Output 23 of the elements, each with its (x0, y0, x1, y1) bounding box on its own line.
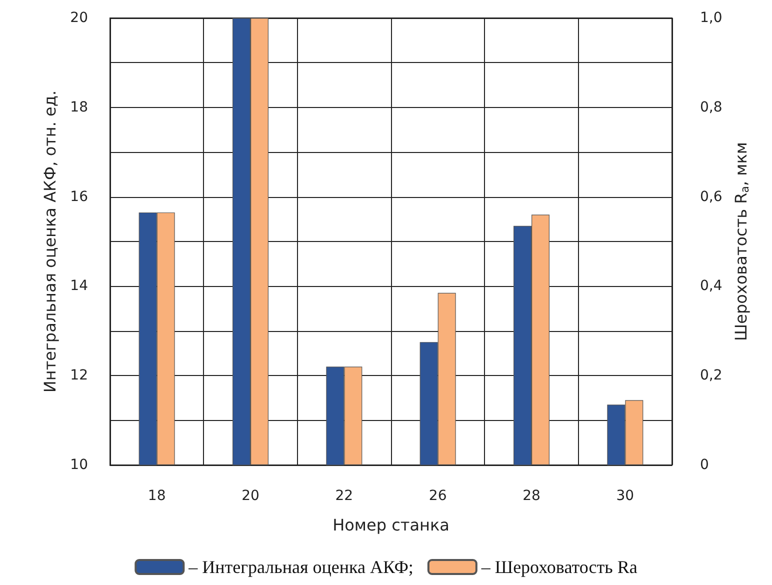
y-tick-label: 14 (70, 278, 88, 294)
legend-label: – Интегральная оценка АКФ; (188, 557, 414, 577)
x-tick-label: 28 (522, 488, 540, 504)
x-tick-label: 30 (616, 488, 634, 504)
y-tick-label: 10 (70, 457, 88, 473)
y-tick-label: 16 (70, 188, 88, 205)
legend-label: – Шероховатость Ra (480, 557, 638, 577)
y2-tick-label: 1,0 (700, 10, 722, 26)
x-tick-label: 18 (148, 488, 166, 504)
y-tick-label: 20 (70, 10, 88, 26)
y2-tick-label: 0,2 (700, 368, 722, 384)
x-tick-label: 20 (242, 488, 260, 504)
x-axis-title: Номер станка (332, 516, 450, 534)
y-tick-label: 12 (70, 368, 88, 384)
y2-tick-label: 0,8 (700, 99, 722, 116)
x-tick-label: 22 (335, 488, 354, 504)
x-tick-label: 26 (428, 488, 447, 504)
y2-tick-label: 0,6 (700, 188, 722, 205)
y-tick-label: 18 (70, 99, 88, 116)
y2-tick-label: 0,4 (700, 278, 722, 294)
y2-axis-title: Шероховатость Ra, мкм (732, 142, 752, 341)
y-axis-title: Интегральная оценка АКФ, отн. ед. (40, 90, 60, 393)
y2-tick-label: 0 (700, 457, 709, 473)
